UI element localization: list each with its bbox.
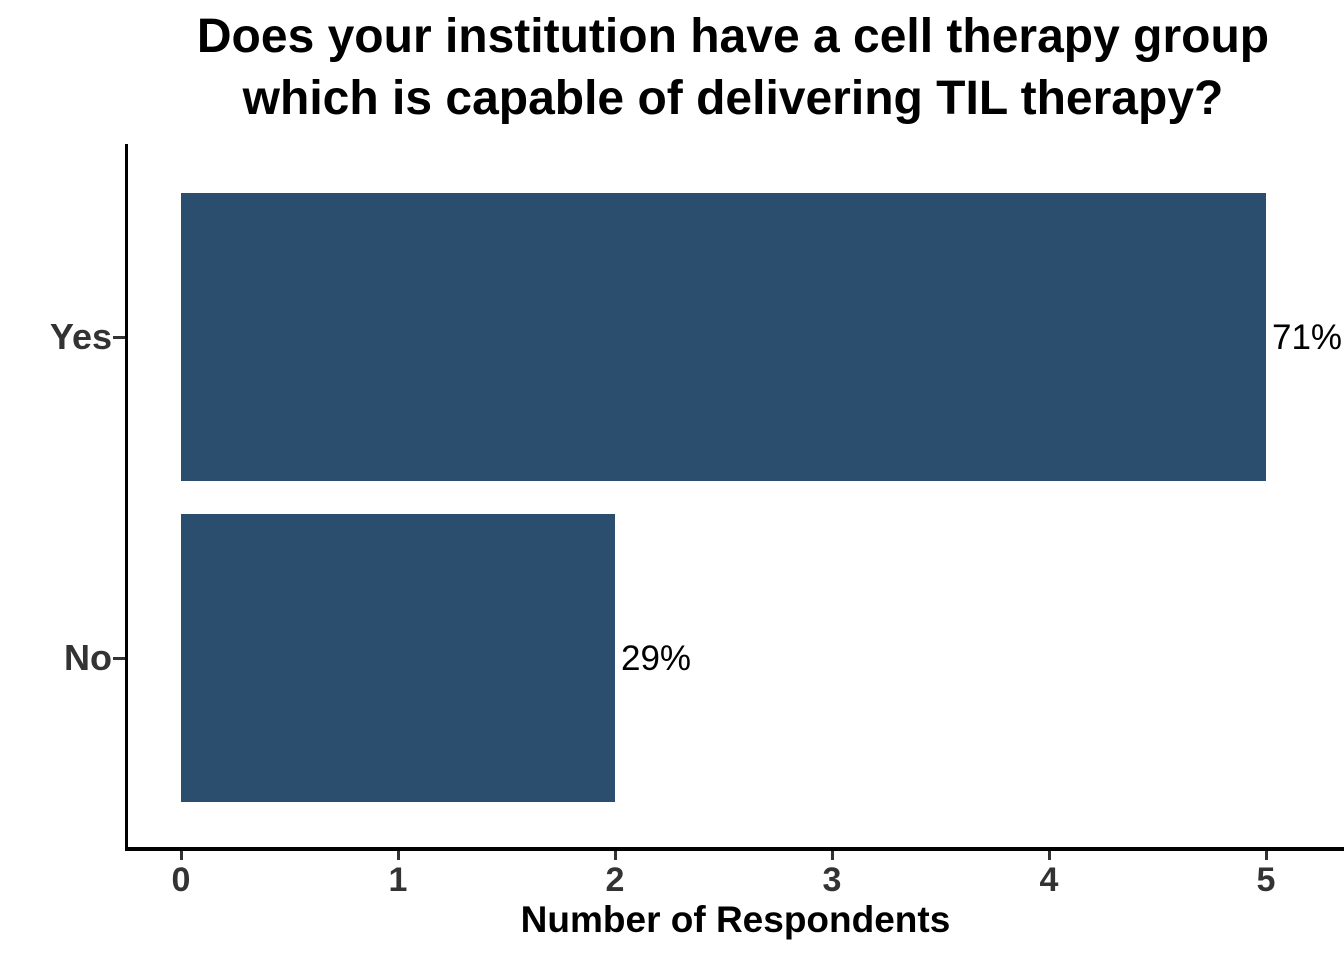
chart-title: Does your institution have a cell therap… <box>0 6 1344 130</box>
y-axis-line <box>125 144 128 851</box>
x-axis-tick-mark <box>180 851 183 860</box>
chart-title-line-1: Does your institution have a cell therap… <box>196 10 1270 63</box>
x-axis-title: Number of Respondents <box>520 899 951 940</box>
chart-title-line-2: which is capable of delivering TIL thera… <box>242 72 1224 125</box>
x-axis-tick-label: 2 <box>605 861 625 899</box>
x-axis-tick-mark <box>397 851 400 860</box>
x-axis-tick-label: 1 <box>388 861 408 899</box>
x-axis-line <box>125 847 1344 851</box>
bar-value-label-yes: 71% <box>1272 318 1343 357</box>
x-axis-tick-mark <box>1265 851 1268 860</box>
x-axis-tick-label: 5 <box>1256 861 1276 899</box>
bar-value-label-no: 29% <box>621 639 692 678</box>
bar-yes <box>181 193 1266 481</box>
y-axis-tick-mark-yes <box>113 336 125 339</box>
y-axis-tick-mark-no <box>113 657 125 660</box>
x-axis-tick-mark <box>614 851 617 860</box>
bar-no <box>181 514 615 802</box>
y-axis-label-no: No <box>64 637 112 678</box>
x-axis-tick-label: 4 <box>1039 861 1059 899</box>
x-axis-tick-label: 3 <box>822 861 842 899</box>
x-axis-tick-mark <box>1048 851 1051 860</box>
x-axis-tick-mark <box>831 851 834 860</box>
x-axis-tick-label: 0 <box>171 861 191 899</box>
y-axis-label-yes: Yes <box>49 316 112 357</box>
